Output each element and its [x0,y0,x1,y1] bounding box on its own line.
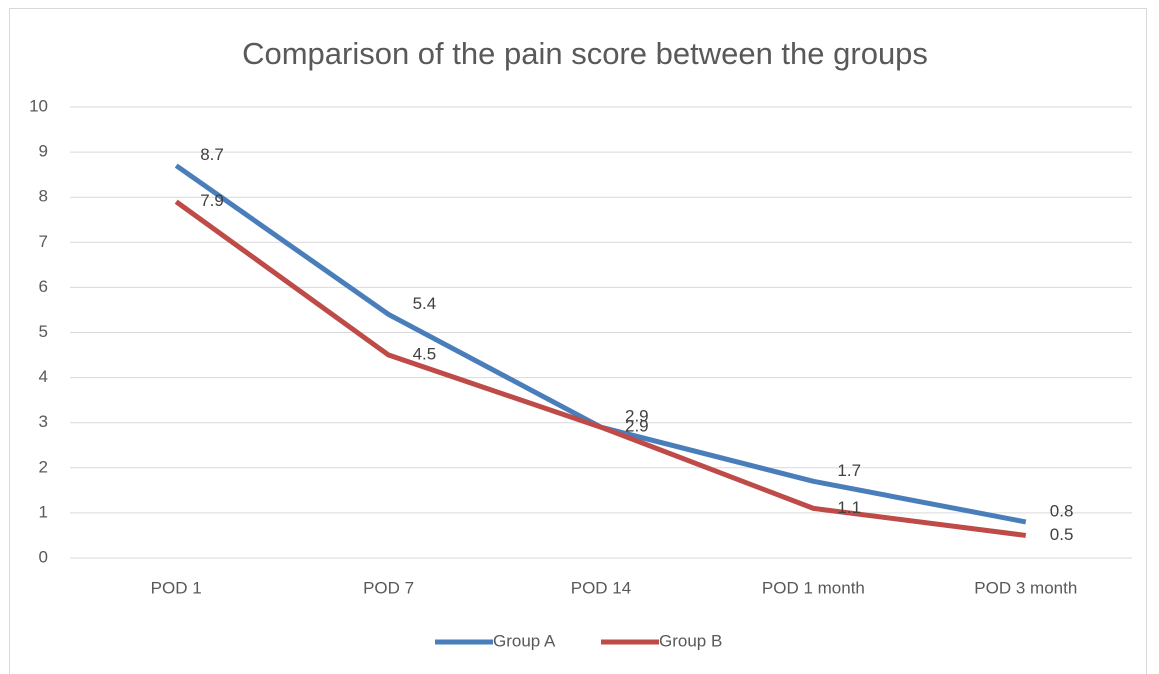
data-label: 0.5 [1050,525,1074,544]
y-tick-label: 5 [39,322,48,341]
y-tick-label: 0 [39,547,48,566]
series-line [174,199,1027,538]
chart-border [9,8,1147,674]
data-label: 8.7 [200,145,224,164]
x-tick-label: POD 14 [571,578,631,597]
legend-label: Group A [493,631,556,650]
data-label: 7.9 [200,191,224,210]
y-tick-label: 1 [39,502,48,521]
y-tick-label: 10 [29,96,48,115]
data-label: 2.9 [625,407,649,426]
data-label: 1.1 [837,498,861,517]
data-label: 0.8 [1050,501,1074,520]
x-tick-label: POD 1 [151,578,202,597]
y-tick-label: 9 [39,142,48,161]
legend-label: Group B [659,631,722,650]
x-tick-label: POD 3 month [974,578,1077,597]
y-tick-label: 7 [39,232,48,251]
y-tick-label: 3 [39,412,48,431]
data-label: 5.4 [413,294,437,313]
x-tick-label: POD 7 [363,578,414,597]
x-tick-label: POD 1 month [762,578,865,597]
data-label: 1.7 [837,461,861,480]
data-label: 4.5 [413,345,437,364]
y-tick-label: 4 [39,367,48,386]
y-tick-label: 8 [39,187,48,206]
y-tick-label: 6 [39,277,48,296]
chart-title: Comparison of the pain score between the… [242,36,928,71]
y-tick-label: 2 [39,457,48,476]
data-label: 2.9 [625,417,649,436]
